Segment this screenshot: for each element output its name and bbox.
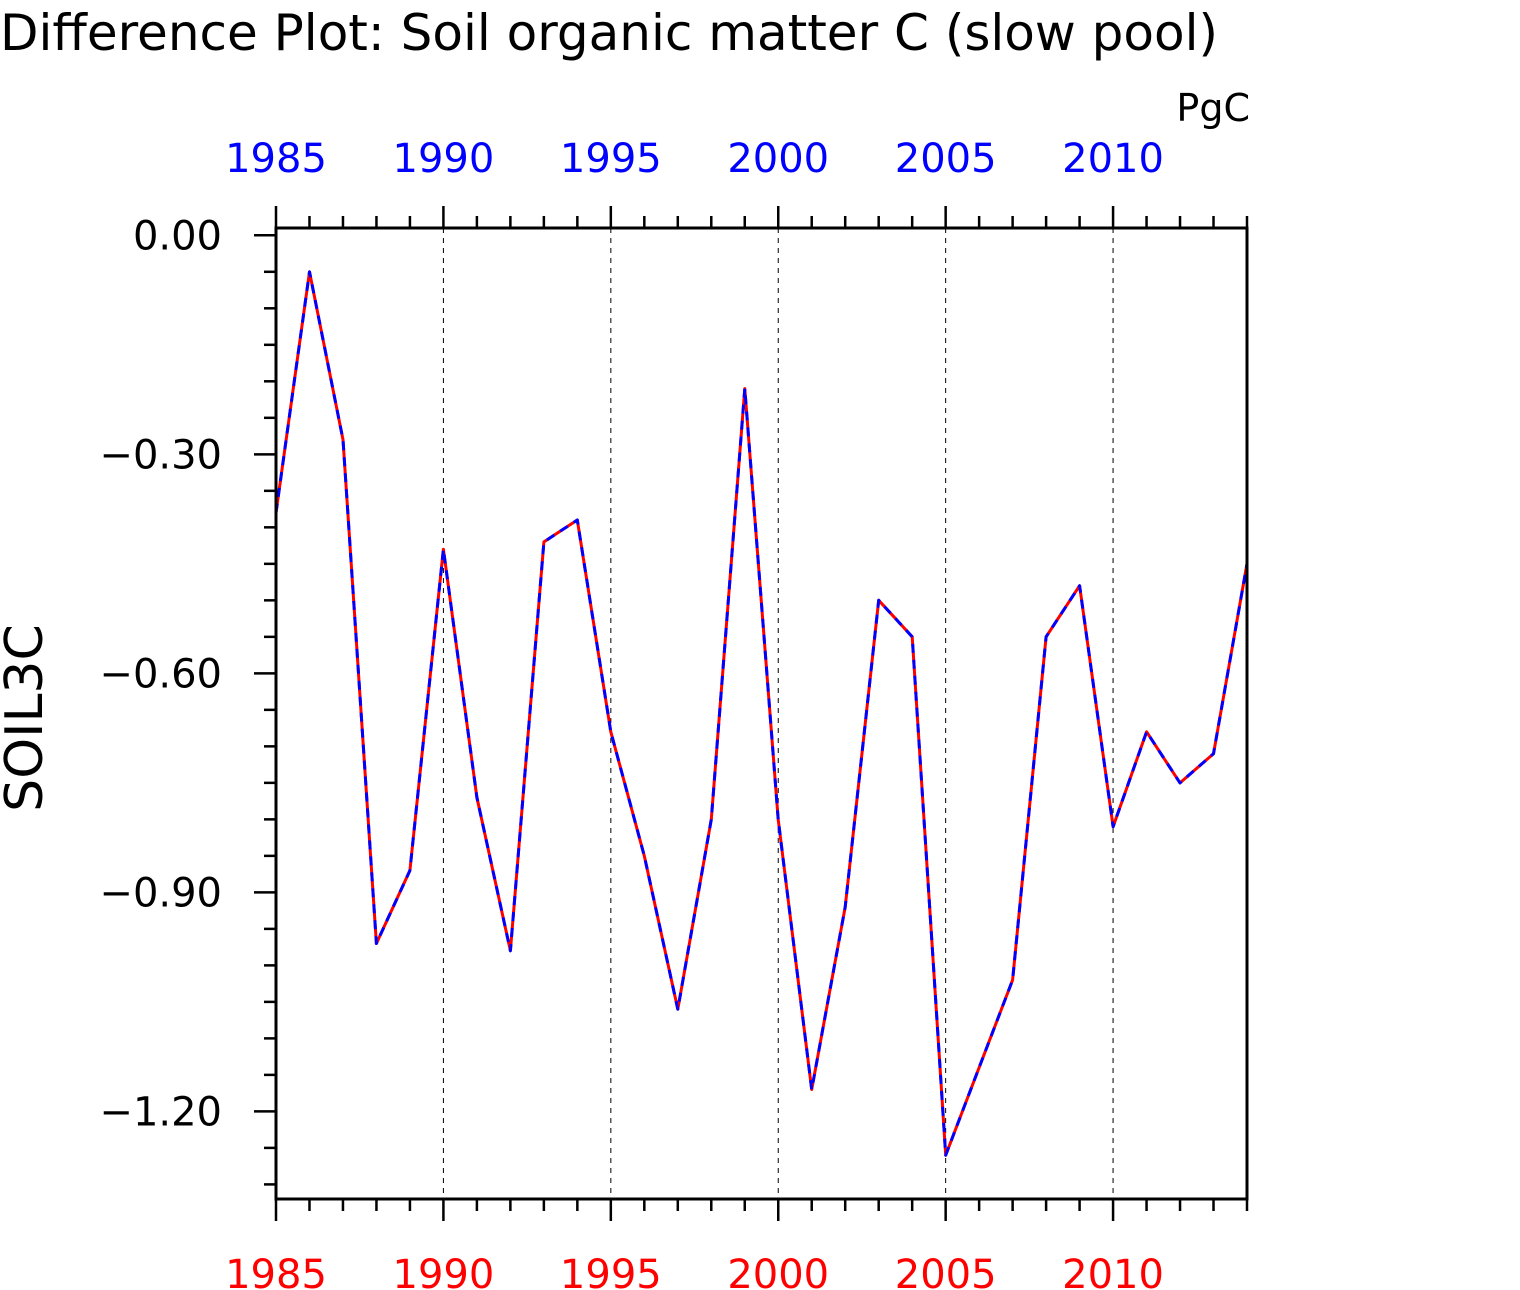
plot-frame [274, 226, 1249, 1201]
chart-title: Difference Plot: Soil organic matter C (… [0, 4, 1218, 62]
x-bottom-tick-label: 1990 [393, 1252, 495, 1290]
x-top-tick-label: 2010 [1062, 136, 1164, 182]
y-tick-label: −1.20 [99, 1089, 222, 1135]
y-tick-label: −0.30 [99, 432, 222, 478]
x-top-tick-label: 1985 [225, 136, 327, 182]
series-line-blue-dashed [274, 270, 1249, 1157]
grid-lines [442, 228, 1114, 1199]
series-line-red [274, 270, 1249, 1157]
y-tick-label: −0.60 [99, 651, 222, 697]
x-bottom-tick-label: 2000 [727, 1252, 829, 1290]
x-top-tick-label: 2005 [895, 136, 997, 182]
x-top-tick-label: 1990 [393, 136, 495, 182]
x-bottom-tick-label: 2005 [895, 1252, 997, 1290]
y-tick-label: −0.90 [99, 870, 222, 916]
y-tick-label: 0.00 [133, 213, 222, 259]
y-axis-label: SOIL3C [0, 624, 55, 812]
axis-ticks [254, 206, 1249, 1221]
x-bottom-tick-label: 1995 [560, 1252, 662, 1290]
x-bottom-tick-label: 1985 [225, 1252, 327, 1290]
tick-labels: 1985 1985 1990 1990 1995 1995 2000 2000 2005 2005… [99, 136, 1164, 1290]
units-label: PgC [1176, 86, 1250, 130]
x-top-tick-label: 2000 [727, 136, 829, 182]
series-lines [274, 270, 1249, 1157]
x-top-tick-label: 1995 [560, 136, 662, 182]
x-bottom-tick-label: 2010 [1062, 1252, 1164, 1290]
